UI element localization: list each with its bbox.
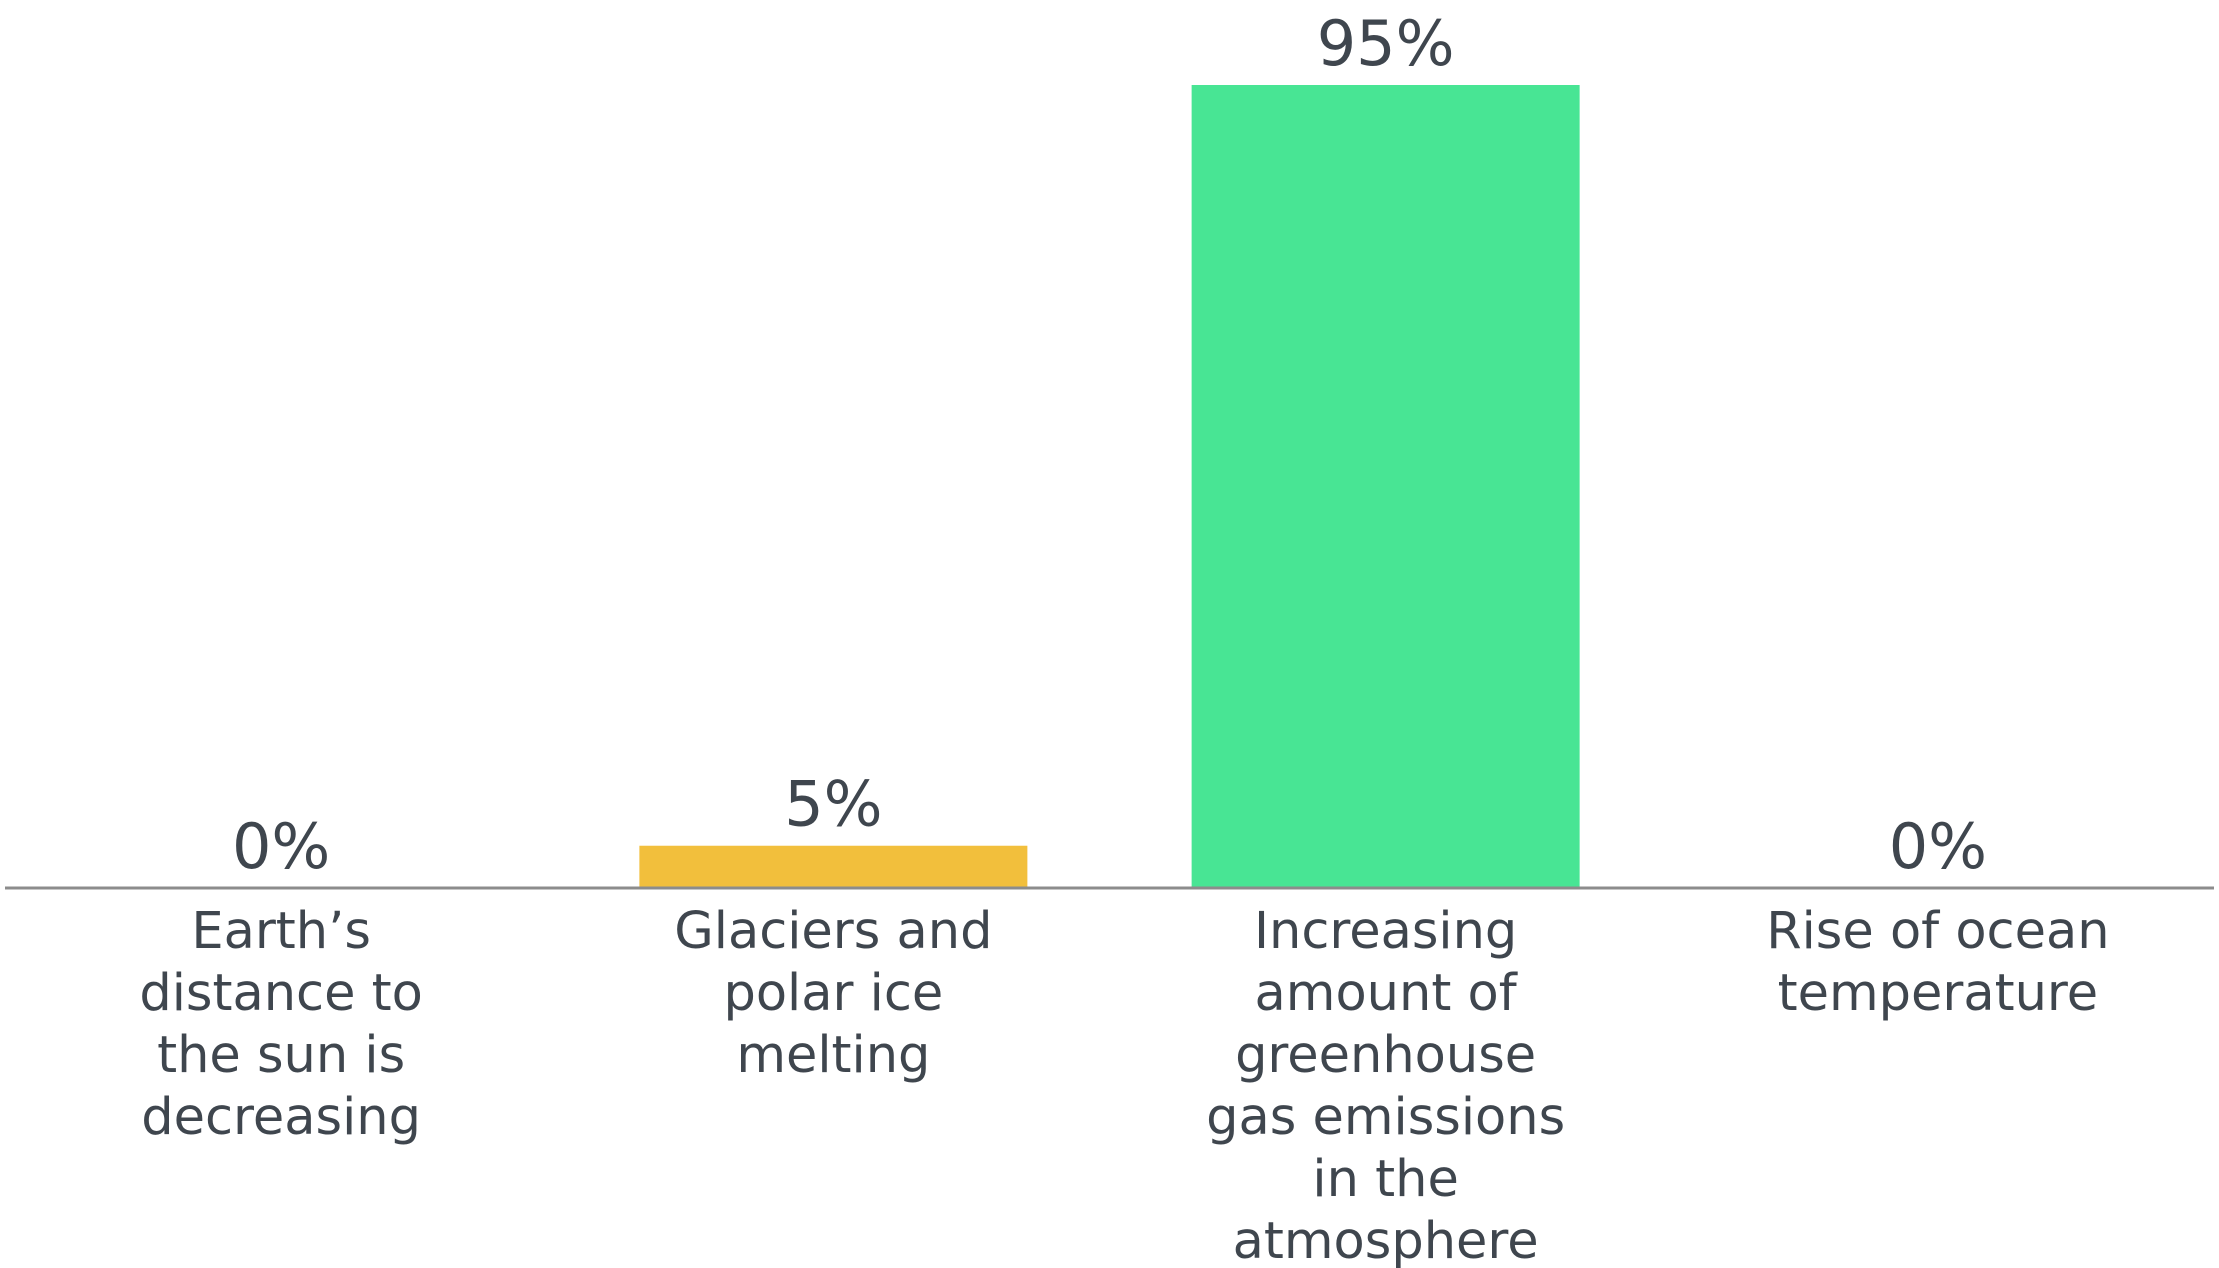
category-label-line: Glaciers and bbox=[674, 902, 992, 961]
category-label-line: atmosphere bbox=[1233, 1212, 1539, 1268]
category-label-line: Increasing bbox=[1254, 902, 1517, 961]
category-label-line: greenhouse bbox=[1235, 1026, 1536, 1085]
category-label-1: Glaciers and polar ice melting bbox=[674, 902, 992, 1085]
category-label-line: melting bbox=[736, 1026, 930, 1085]
value-label-2: 95% bbox=[1317, 7, 1455, 80]
category-labels-group: Earth’s distance to the sun is decreasing Gl… bbox=[139, 902, 2109, 1268]
value-label-1: 5% bbox=[784, 768, 882, 841]
category-label-line: temperature bbox=[1778, 964, 2099, 1023]
category-label-2: Increasing amount of greenhouse gas emissio… bbox=[1206, 902, 1565, 1268]
category-label-line: amount of bbox=[1255, 964, 1518, 1023]
category-label-line: polar ice bbox=[723, 964, 943, 1023]
bar-2 bbox=[1191, 85, 1580, 888]
category-label-line: Rise of ocean bbox=[1766, 902, 2109, 961]
bars-group bbox=[639, 85, 1580, 888]
value-label-3: 0% bbox=[1889, 810, 1987, 883]
category-label-line: distance to bbox=[139, 964, 423, 1023]
category-label-3: Rise of ocean temperature bbox=[1766, 902, 2109, 1023]
value-label-0: 0% bbox=[232, 810, 330, 883]
value-labels-group: 0% 5% 95% 0% bbox=[232, 7, 1987, 883]
bar-1 bbox=[639, 845, 1028, 888]
category-label-line: gas emissions bbox=[1206, 1088, 1565, 1147]
category-label-line: in the bbox=[1312, 1150, 1458, 1209]
category-label-line: decreasing bbox=[141, 1088, 421, 1147]
category-label-line: Earth’s bbox=[191, 902, 371, 961]
category-label-line: the sun is bbox=[157, 1026, 405, 1085]
category-label-0: Earth’s distance to the sun is decreasing bbox=[139, 902, 423, 1147]
